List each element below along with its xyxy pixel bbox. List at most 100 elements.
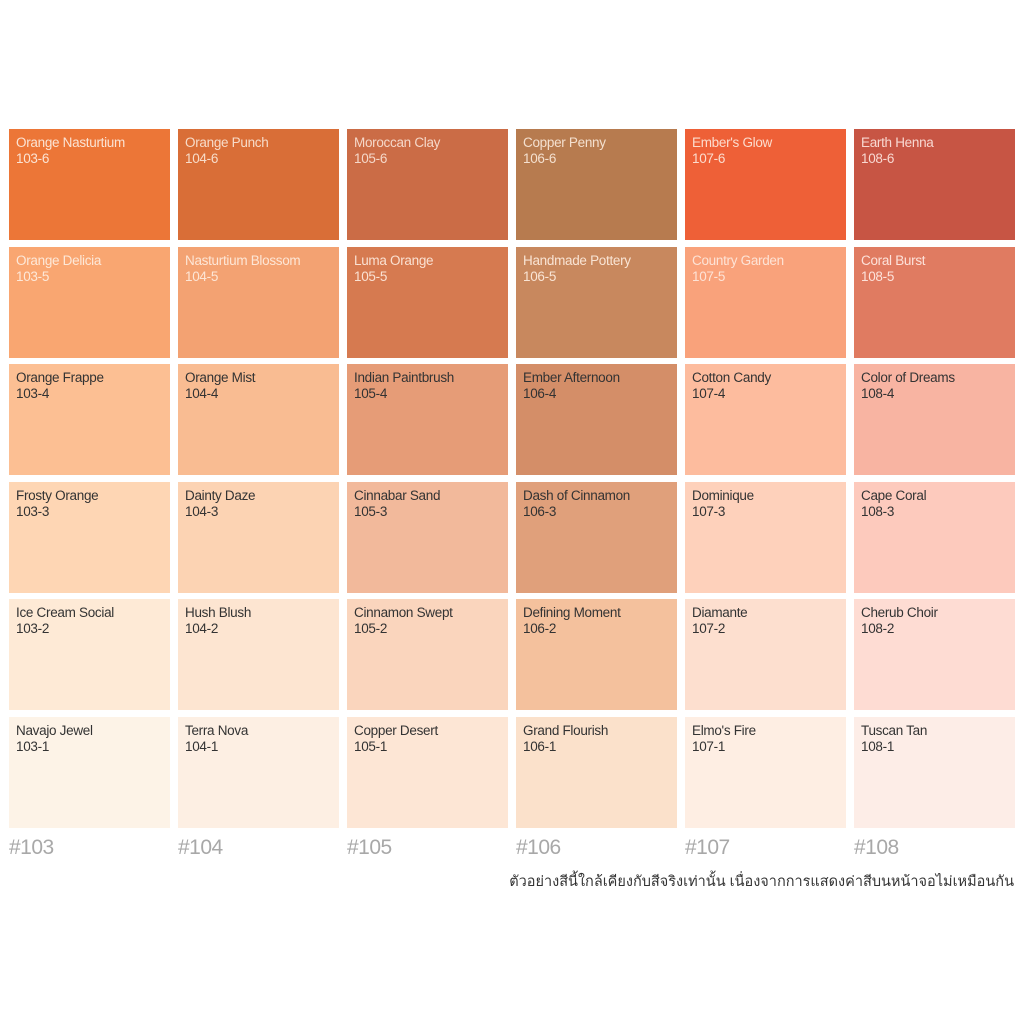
color-swatch: Dash of Cinnamon 106-3 [516,481,677,593]
swatch-code: 103-1 [16,738,50,754]
color-swatch: Orange Mist 104-4 [178,364,339,475]
swatch-code: 107-5 [692,268,726,284]
column-label-104: #104 [178,836,223,859]
color-swatch: Handmade Pottery 106-5 [516,246,677,358]
swatch-code: 103-5 [16,268,50,284]
swatch-name: Dash of Cinnamon [523,487,631,503]
swatch-name: Nasturtium Blossom [185,252,301,268]
color-swatch: Ember Afternoon 106-4 [516,364,677,475]
swatch-name: Copper Desert [354,722,438,738]
swatch-name: Cape Coral [861,487,927,503]
swatch-name: Orange Frappe [16,370,104,385]
color-swatch: Copper Desert 105-1 [347,716,508,828]
swatch-code: 107-6 [692,151,726,166]
color-swatch: Color of Dreams 108-4 [854,364,1015,475]
swatch-name: Cinnamon Swept [354,605,453,620]
swatch-name: Cherub Choir [861,605,938,620]
swatch-code: 106-5 [523,268,557,284]
color-swatch: Orange Nasturtium 103-6 [9,129,170,240]
color-swatch: Defining Moment 106-2 [516,599,677,710]
color-swatch: Elmo's Fire 107-1 [685,716,846,828]
swatch-name: Diamante [692,605,748,620]
swatch-name: Moroccan Clay [354,135,441,150]
color-swatch: Moroccan Clay 105-6 [347,129,508,240]
swatch-code: 104-5 [185,268,219,284]
swatch-name: Elmo's Fire [692,722,756,738]
color-swatch: Nasturtium Blossom 104-5 [178,246,339,358]
swatch-code: 104-2 [185,621,219,636]
color-swatch: Terra Nova 104-1 [178,716,339,828]
swatch-name: Terra Nova [185,722,249,738]
swatch-code: 106-6 [523,151,557,166]
swatch-name: Defining Moment [523,605,621,620]
color-swatch: Orange Delicia 103-5 [9,246,170,358]
swatch-name: Country Garden [692,252,784,268]
color-swatch: Cotton Candy 107-4 [685,364,846,475]
color-swatch: Grand Flourish 106-1 [516,716,677,828]
color-swatch: Diamante 107-2 [685,599,846,710]
swatch-name: Dominique [692,487,754,503]
column-label-row: #103 #104 #105 #106 #107 #108 [9,836,1015,860]
color-swatch-grid: Orange Nasturtium 103-6 Orange Punch 104-6 M… [9,129,1015,828]
swatch-code: 103-3 [16,503,50,519]
swatch-name: Orange Mist [185,370,256,385]
swatch-code: 104-4 [185,386,219,401]
swatch-name: Dainty Daze [185,487,256,503]
swatch-code: 104-6 [185,151,219,166]
column-label-106: #106 [516,836,561,859]
swatch-code: 105-4 [354,386,388,401]
color-swatch: Earth Henna 108-6 [854,129,1015,240]
color-swatch: Copper Penny 106-6 [516,129,677,240]
swatch-code: 103-2 [16,621,50,636]
swatch-code: 108-5 [861,268,895,284]
color-swatch: Cinnabar Sand 105-3 [347,481,508,593]
color-swatch: Cinnamon Swept 105-2 [347,599,508,710]
swatch-code: 108-3 [861,503,895,519]
column-label-105: #105 [347,836,392,859]
swatch-name: Cotton Candy [692,370,771,385]
swatch-name: Color of Dreams [861,370,955,385]
color-swatch: Indian Paintbrush 105-4 [347,364,508,475]
swatch-code: 108-2 [861,621,895,636]
color-swatch: Dainty Daze 104-3 [178,481,339,593]
swatch-code: 108-4 [861,386,895,401]
swatch-code: 107-2 [692,621,726,636]
swatch-code: 105-5 [354,268,388,284]
swatch-code: 106-1 [523,738,557,754]
swatch-name: Navajo Jewel [16,722,93,738]
swatch-name: Tuscan Tan [861,722,928,738]
swatch-name: Ice Cream Social [16,605,114,620]
color-swatch: Coral Burst 108-5 [854,246,1015,358]
swatch-name: Frosty Orange [16,487,99,503]
swatch-name: Handmade Pottery [523,252,631,268]
swatch-name: Ember Afternoon [523,370,620,385]
swatch-code: 108-6 [861,151,895,166]
swatch-name: Orange Delicia [16,252,102,268]
swatch-code: 103-6 [16,151,50,166]
swatch-code: 103-4 [16,386,50,401]
swatch-name: Luma Orange [354,252,434,268]
color-swatch: Navajo Jewel 103-1 [9,716,170,828]
swatch-name: Orange Nasturtium [16,135,125,150]
swatch-code: 106-3 [523,503,557,519]
column-label-107: #107 [685,836,730,859]
color-swatch: Cape Coral 108-3 [854,481,1015,593]
color-swatch: Cherub Choir 108-2 [854,599,1015,710]
swatch-code: 107-3 [692,503,726,519]
swatch-name: Earth Henna [861,135,934,150]
column-label-108: #108 [854,836,899,859]
swatch-code: 107-4 [692,386,726,401]
swatch-code: 105-6 [354,151,388,166]
color-swatch: Ember's Glow 107-6 [685,129,846,240]
swatch-name: Hush Blush [185,605,252,620]
swatch-code: 107-1 [692,738,726,754]
swatch-code: 106-2 [523,621,557,636]
swatch-code: 104-3 [185,503,219,519]
color-swatch: Tuscan Tan 108-1 [854,716,1015,828]
color-swatch: Luma Orange 105-5 [347,246,508,358]
swatch-code: 108-1 [861,738,895,754]
swatch-name: Orange Punch [185,135,269,150]
swatch-name: Grand Flourish [523,722,609,738]
swatch-name: Cinnabar Sand [354,487,441,503]
color-swatch: Ice Cream Social 103-2 [9,599,170,710]
